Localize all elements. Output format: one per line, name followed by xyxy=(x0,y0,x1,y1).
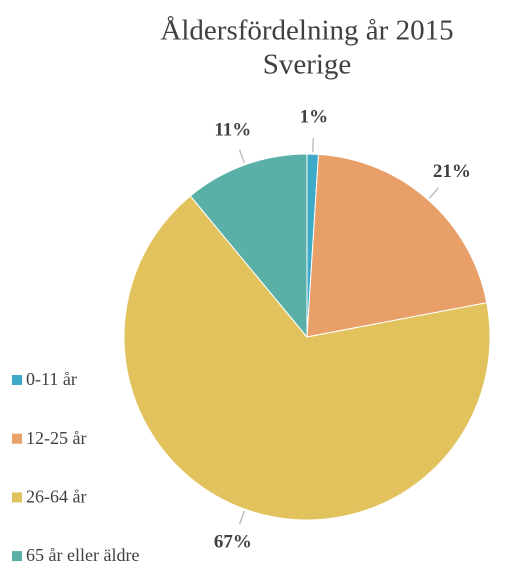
data-label: 11% xyxy=(214,119,251,140)
chart-subtitle: Sverige xyxy=(263,49,352,81)
data-label: 1% xyxy=(300,106,329,127)
legend-label: 0-11 år xyxy=(26,369,77,389)
leader-line xyxy=(238,510,246,525)
data-label: 67% xyxy=(214,531,252,552)
legend-label: 26-64 år xyxy=(26,487,86,507)
data-label: 21% xyxy=(433,161,471,182)
pie-slice xyxy=(123,195,491,521)
chart-title: Åldersfördelning år 2015 xyxy=(160,15,453,47)
pie-slice xyxy=(189,153,308,339)
legend-swatch xyxy=(12,492,22,503)
legend-swatch xyxy=(12,375,22,385)
legend-label: 65 år eller äldre xyxy=(26,545,139,565)
leader-line xyxy=(428,187,440,199)
legend-swatch xyxy=(12,433,22,444)
legend-swatch xyxy=(12,551,22,562)
pie-slice xyxy=(306,153,488,338)
legend-label: 12-25 år xyxy=(26,428,86,448)
leader-line xyxy=(238,149,246,164)
